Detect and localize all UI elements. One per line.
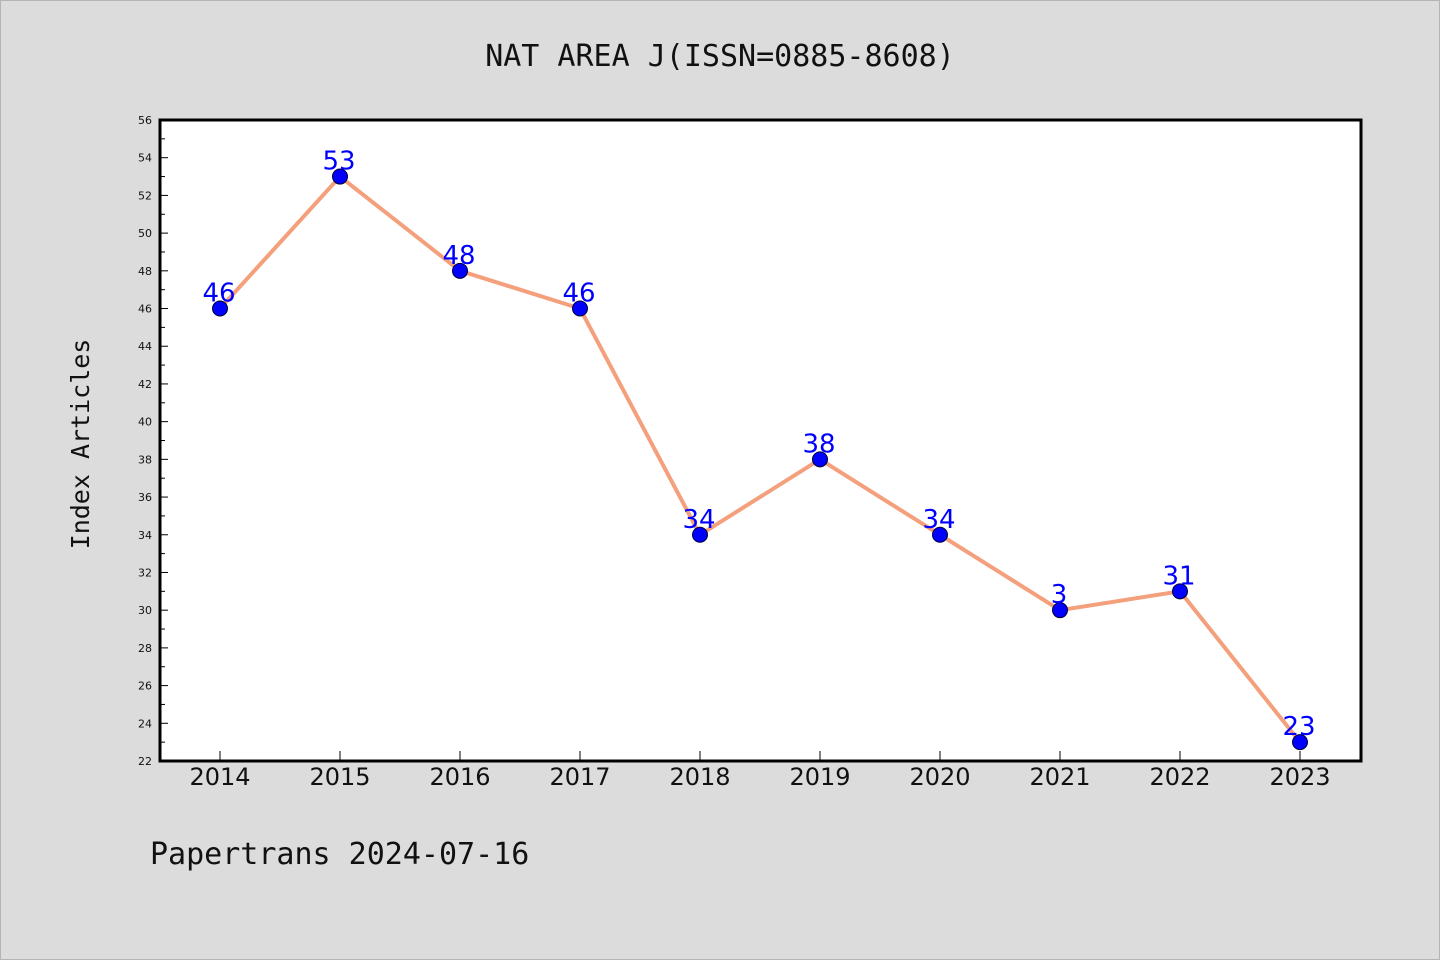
- y-tick-label: 48: [138, 265, 152, 278]
- x-tick-label: 2014: [189, 763, 250, 791]
- data-point: [332, 168, 348, 185]
- data-label: 46: [562, 279, 595, 309]
- y-tick-label: 24: [138, 717, 152, 730]
- y-tick-label: 54: [138, 152, 152, 165]
- data-point: [1292, 734, 1308, 751]
- x-tick-label: 2015: [309, 763, 370, 791]
- data-point: [572, 300, 588, 317]
- data-point: [1172, 583, 1188, 600]
- series-line: [218, 174, 1302, 744]
- data-point: [1052, 602, 1068, 619]
- y-tick-label: 26: [138, 680, 152, 693]
- data-label: 23: [1282, 712, 1315, 742]
- y-tick-label: 30: [138, 604, 152, 617]
- x-tick-label: 2020: [909, 763, 970, 791]
- data-point: [812, 451, 828, 468]
- y-tick-label: 44: [138, 340, 152, 353]
- data-label: 31: [1162, 561, 1195, 591]
- y-tick-label: 38: [138, 453, 152, 466]
- data-label: 3: [1051, 580, 1068, 610]
- x-tick-label: 2023: [1269, 763, 1330, 791]
- x-tick-label: 2016: [429, 763, 490, 791]
- data-point: [452, 262, 468, 279]
- y-tick-label: 34: [138, 529, 152, 542]
- y-tick-label: 32: [138, 566, 152, 579]
- series-layer: 46 53 48 46 34 38 34 3 31 23: [202, 147, 1316, 751]
- data-label: 48: [442, 241, 475, 271]
- plot-area: [158, 118, 1363, 763]
- x-tick-label: 2018: [669, 763, 730, 791]
- data-label: 34: [922, 505, 955, 535]
- y-tick-label: 52: [138, 189, 152, 202]
- x-axis-ticks: 2014 2015 2016 2017 2018 2019 2020 2021 2022 2023: [189, 751, 1331, 791]
- data-label: 34: [682, 505, 715, 535]
- data-label: 46: [202, 279, 235, 309]
- data-point: [212, 300, 228, 317]
- x-tick-label: 2017: [549, 763, 610, 791]
- y-axis-label: Index Articles: [66, 339, 95, 550]
- x-tick-label: 2019: [789, 763, 850, 791]
- y-tick-label: 42: [138, 378, 152, 391]
- x-tick-label: 2021: [1029, 763, 1090, 791]
- data-label: 38: [802, 429, 835, 459]
- chart-title: NAT AREA J(ISSN=0885-8608): [485, 39, 955, 74]
- footer-credit: Papertrans 2024-07-16: [150, 837, 529, 872]
- y-axis-ticks: 22 24 26 28 30 32 34 36 38 40 42 44 46 48 50 52 54 56: [138, 114, 168, 768]
- y-tick-label: 50: [138, 227, 152, 240]
- y-tick-label: 36: [138, 491, 152, 504]
- y-tick-label: 40: [138, 416, 152, 429]
- x-tick-label: 2022: [1149, 763, 1210, 791]
- y-tick-label: 46: [138, 303, 152, 316]
- y-tick-label: 22: [138, 755, 152, 768]
- data-point: [692, 526, 708, 543]
- data-label: 53: [322, 147, 355, 177]
- y-tick-label: 28: [138, 642, 152, 655]
- y-tick-label: 56: [138, 114, 152, 127]
- data-point: [932, 526, 948, 543]
